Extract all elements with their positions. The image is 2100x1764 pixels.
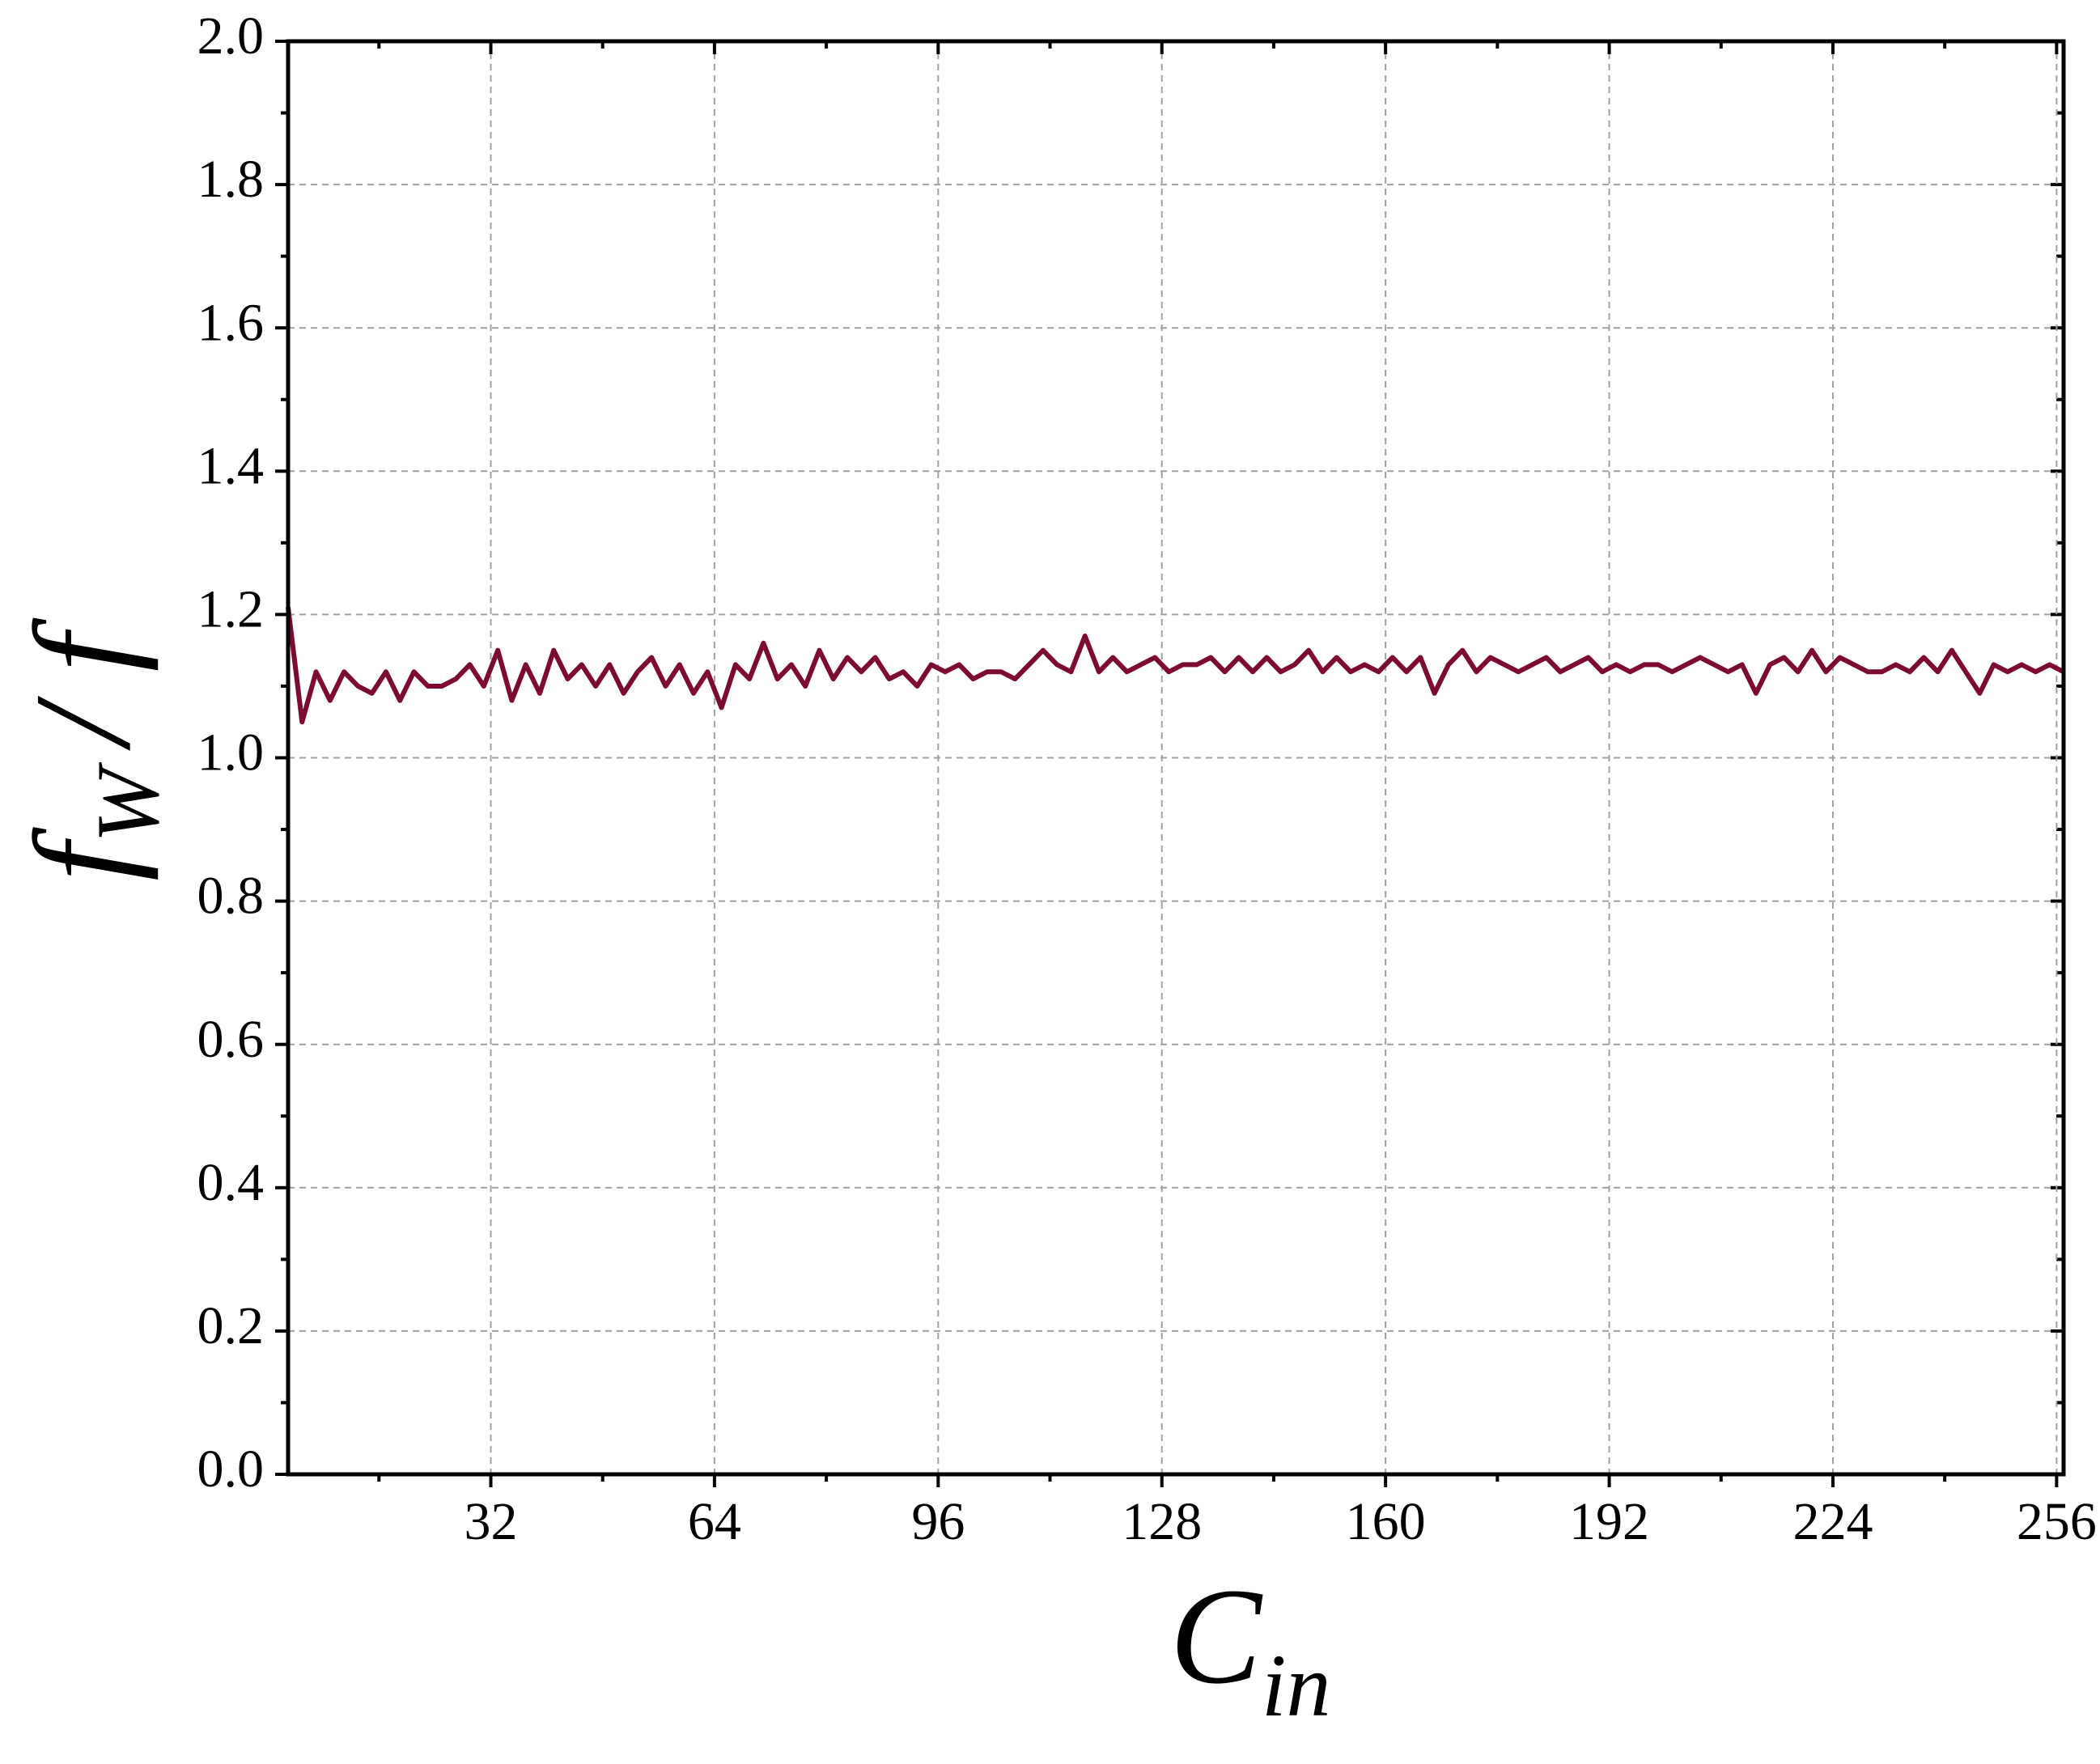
- y-label-sub: W: [78, 762, 177, 843]
- x-label-sub: in: [1262, 1636, 1331, 1735]
- x-tick-label: 32: [464, 1492, 517, 1551]
- plot-frame: [286, 39, 2066, 1477]
- x-tick-label: 192: [1569, 1492, 1649, 1551]
- y-tick-label: 1.8: [197, 150, 265, 209]
- y-tick-label: 0.8: [197, 867, 265, 926]
- x-tick-label: 128: [1122, 1492, 1202, 1551]
- x-label-main: C: [1170, 1560, 1263, 1712]
- y-tick-label: 2.0: [197, 6, 265, 66]
- y-tick-label: 1.2: [197, 580, 265, 639]
- y-label-rest: / f: [6, 617, 159, 751]
- x-tick-label: 64: [688, 1492, 741, 1551]
- x-tick-label: 96: [911, 1492, 965, 1551]
- y-tick-label: 0.0: [197, 1440, 265, 1499]
- y-tick-label: 1.6: [197, 293, 265, 352]
- y-axis-label: fW/ f: [6, 617, 177, 881]
- data-line: [286, 607, 2065, 725]
- x-tick-label: 160: [1346, 1492, 1426, 1551]
- y-tick-label: 0.6: [197, 1010, 265, 1069]
- x-tick-label: 256: [2017, 1492, 2097, 1551]
- y-tick-label: 1.0: [197, 723, 265, 782]
- x-axis-label: Cin: [1170, 1560, 1331, 1735]
- x-tick-label: 224: [1792, 1492, 1873, 1551]
- y-tick-label: 1.4: [197, 436, 265, 495]
- y-tick-label: 0.4: [197, 1153, 265, 1212]
- y-tick-label: 0.2: [197, 1296, 265, 1355]
